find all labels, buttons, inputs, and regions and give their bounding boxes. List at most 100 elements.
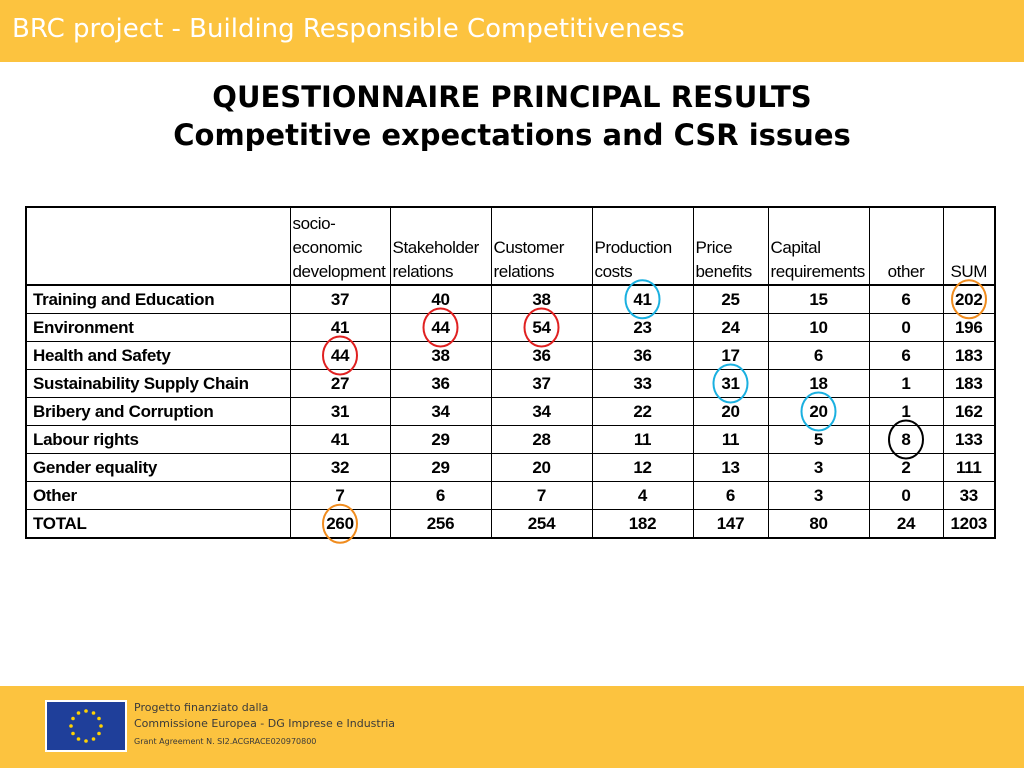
row-label: Gender equality <box>25 453 291 482</box>
column-header-text: economic <box>292 238 363 257</box>
table-cell: 133 <box>942 425 996 454</box>
row-label: Labour rights <box>25 425 291 454</box>
flag-star <box>99 724 103 728</box>
table-cell: 36 <box>389 369 492 398</box>
footer-text: Progetto finanziato dalla Commissione Eu… <box>134 700 395 748</box>
row-label: Sustainability Supply Chain <box>25 369 291 398</box>
table-cell: 6 <box>868 341 944 370</box>
column-header-text: Customer <box>493 238 565 257</box>
header-title: BRC project - Building Responsible Compe… <box>12 14 685 44</box>
heading-line-1: QUESTIONNAIRE PRINCIPAL RESULTS <box>212 80 812 114</box>
table-cell: 37 <box>490 369 593 398</box>
table-cell: 260 <box>289 509 391 539</box>
flag-star <box>69 724 73 728</box>
table-cell: 254 <box>490 509 593 539</box>
table-cell: 183 <box>942 369 996 398</box>
table-body: Training and Education 37 40 38 41 25 15 6 202 En… <box>25 284 996 539</box>
row-label: Health and Safety <box>25 341 291 370</box>
column-header-text: Price <box>695 238 733 257</box>
table-cell: 20 <box>692 397 769 426</box>
table-cell: 34 <box>490 397 593 426</box>
column-header: SUM <box>942 206 996 286</box>
table-cell: 25 <box>692 284 769 314</box>
column-header-text: requirements <box>770 262 866 281</box>
table-cell: 111 <box>942 453 996 482</box>
column-header-text: relations <box>392 262 454 281</box>
table-cell: 41 <box>289 313 391 342</box>
header-bar: BRC project - Building Responsible Compe… <box>0 0 1024 62</box>
table-cell: 23 <box>591 313 694 342</box>
table-cell: 29 <box>389 453 492 482</box>
table-cell: 5 <box>767 425 870 454</box>
table-cell: 1 <box>868 397 944 426</box>
table-cell: 44 <box>289 341 391 370</box>
table-cell: 20 <box>767 397 870 426</box>
table-cell: 11 <box>591 425 694 454</box>
table-row: Environment 41 44 54 23 24 10 0 196 <box>25 313 996 342</box>
column-header: Stakeholder relations <box>389 206 492 286</box>
flag-star <box>71 731 75 736</box>
table-cell: 31 <box>692 369 769 398</box>
table-cell: 8 <box>868 425 944 454</box>
table-cell: 29 <box>389 425 492 454</box>
table-cell: 22 <box>591 397 694 426</box>
table-cell: 6 <box>868 284 944 314</box>
column-header: Customer relations <box>490 206 593 286</box>
table-cell: 44 <box>389 313 492 342</box>
table-cell: 18 <box>767 369 870 398</box>
column-header-text: benefits <box>695 262 753 281</box>
column-header: socio-economic development <box>289 206 391 286</box>
table-row: Gender equality 32 29 20 12 13 3 2 111 <box>25 453 996 482</box>
table-cell: 183 <box>942 341 996 370</box>
table-cell: 6 <box>692 481 769 510</box>
table-cell: 0 <box>868 313 944 342</box>
table-cell: 196 <box>942 313 996 342</box>
table-cell: 38 <box>490 284 593 314</box>
column-header-text: Capital <box>770 238 822 257</box>
table-cell: 17 <box>692 341 769 370</box>
table-cell: 37 <box>289 284 391 314</box>
footer-bar: Progetto finanziato dalla Commissione Eu… <box>0 686 1024 768</box>
row-label: Environment <box>25 313 291 342</box>
table-cell: 6 <box>767 341 870 370</box>
footer-grant: Grant Agreement N. SI2.ACGRACE020970800 <box>134 737 317 746</box>
column-header-text: Production <box>594 238 673 257</box>
table-cell: 2 <box>868 453 944 482</box>
flag-star <box>97 731 101 736</box>
table-cell: 10 <box>767 313 870 342</box>
column-header: other <box>868 206 944 286</box>
slide-heading: QUESTIONNAIRE PRINCIPAL RESULTS Competit… <box>0 78 1024 154</box>
table-cell: 41 <box>591 284 694 314</box>
row-label: Bribery and Corruption <box>25 397 291 426</box>
table-cell: 80 <box>767 509 870 539</box>
table-row: Training and Education 37 40 38 41 25 15 6 202 <box>25 284 996 314</box>
footer-line-2: Commissione Europea - DG Imprese e Indus… <box>134 717 396 730</box>
column-header-text: socio- <box>292 214 336 233</box>
table-row: Labour rights 41 29 28 11 11 5 8 133 <box>25 425 996 454</box>
table-cell: 27 <box>289 369 391 398</box>
eu-flag-icon <box>45 700 127 752</box>
table-cell: 147 <box>692 509 769 539</box>
table-row: Other 7 6 7 4 6 3 0 33 <box>25 481 996 510</box>
table-cell: 12 <box>591 453 694 482</box>
table-cell: 40 <box>389 284 492 314</box>
table-row: Sustainability Supply Chain 27 36 37 33 31 18 1… <box>25 369 996 398</box>
table-cell: 33 <box>591 369 694 398</box>
table-cell: 28 <box>490 425 593 454</box>
column-header-text: Stakeholder <box>392 238 480 257</box>
row-label: Other <box>25 481 291 510</box>
column-header-text: costs <box>594 262 633 281</box>
table-cell: 4 <box>591 481 694 510</box>
table-corner-cell <box>25 206 291 286</box>
row-label: TOTAL <box>25 509 291 539</box>
table-cell: 24 <box>868 509 944 539</box>
table-cell: 15 <box>767 284 870 314</box>
table-cell: 36 <box>490 341 593 370</box>
table-row: TOTAL 260 256 254 182 147 80 24 1203 <box>25 509 996 539</box>
table-cell: 31 <box>289 397 391 426</box>
table-cell: 34 <box>389 397 492 426</box>
flag-star <box>84 709 88 713</box>
column-header-text: development <box>292 262 386 281</box>
column-header-text: SUM <box>950 262 988 281</box>
column-header-text: relations <box>493 262 555 281</box>
